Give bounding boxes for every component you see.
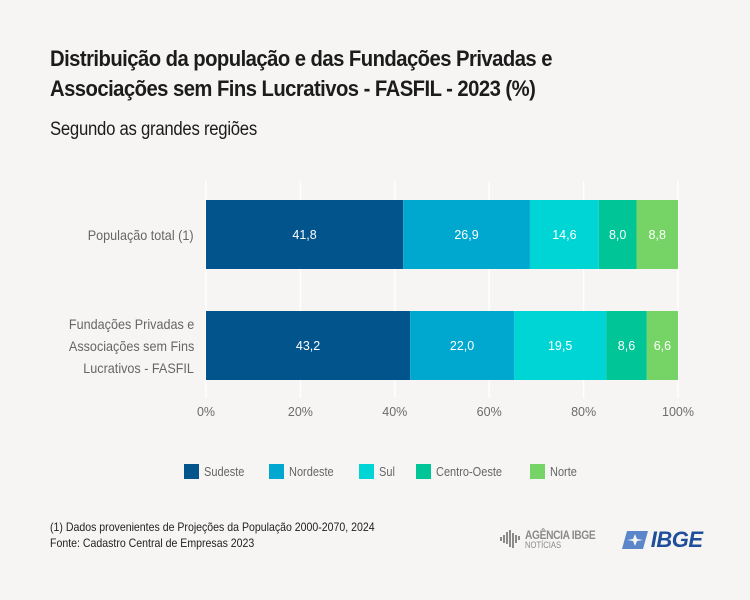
chart-subtitle: Segundo as grandes regiões [50, 119, 257, 140]
bar-segment-nordeste [403, 200, 530, 269]
logos: AGÊNCIA IBGE NOTÍCIAS IBGE [500, 527, 703, 553]
chart-title-line-1: Distribuição da população e das Fundaçõe… [50, 46, 553, 71]
bars [206, 200, 678, 380]
legend-swatch [358, 464, 374, 479]
legend-swatch [268, 464, 284, 479]
agencia-ibge-text: AGÊNCIA IBGE [525, 528, 596, 542]
chart-title-line-2: Associações sem Fins Lucrativos - FASFIL… [50, 76, 536, 101]
bar-segment-norte [646, 311, 678, 380]
x-tick-label: 0% [197, 405, 215, 419]
bar-segment-sul [529, 200, 599, 269]
ibge-logo: IBGE [621, 527, 703, 553]
agencia-noticias-text: NOTÍCIAS [525, 540, 562, 550]
legend-swatch [415, 464, 431, 479]
x-tick-label: 100% [662, 405, 694, 419]
legend-item-norte: Norte [529, 464, 581, 479]
ibge-emblem-icon [621, 531, 648, 549]
bar-value-label: 6,6 [654, 339, 671, 353]
bar-segment-sudeste [206, 311, 411, 380]
bar-segment-sul [514, 311, 607, 380]
category-label: Associações sem Fins [68, 337, 194, 354]
legend: Sudeste Nordeste Sul Centro-Oeste Norte [184, 464, 599, 479]
footnote-note: (1) Dados provenientes de Projeções da P… [50, 520, 375, 534]
x-axis-ticks: 0% 20% 40% 60% 80% 100% [197, 405, 694, 419]
footnote-source: Fonte: Cadastro Central de Empresas 2023 [50, 536, 255, 550]
footnote: (1) Dados provenientes de Projeções da P… [50, 519, 375, 551]
bar-segment-norte [636, 200, 678, 269]
bar-value-label: 43,2 [296, 339, 320, 353]
bar-value-label: 19,5 [548, 339, 572, 353]
bar-value-label: 26,9 [454, 228, 478, 242]
agencia-ibge-map-icon [500, 530, 520, 548]
bar-value-label: 8,6 [618, 339, 635, 353]
legend-item-sudeste: Sudeste [184, 464, 250, 479]
bar-segment-sudeste [206, 200, 404, 269]
category-label: População total (1) [88, 226, 194, 243]
bar-value-label: 8,8 [649, 228, 666, 242]
bar-segment-centro-oeste [606, 311, 647, 380]
legend-label: Sul [378, 464, 395, 479]
agencia-ibge-logo: AGÊNCIA IBGE NOTÍCIAS [500, 528, 608, 550]
ibge-logo-text: IBGE [650, 527, 703, 552]
legend-swatch [529, 464, 545, 479]
bar-value-label: 14,6 [552, 228, 576, 242]
bar-segment-nordeste [410, 311, 515, 380]
x-tick-label: 40% [382, 405, 407, 419]
bar-segment-centro-oeste [598, 200, 637, 269]
bar-value-label: 22,0 [450, 339, 474, 353]
bar-value-label: 8,0 [609, 228, 626, 242]
legend-label: Nordeste [288, 464, 334, 479]
legend-label: Norte [549, 464, 577, 479]
legend-item-nordeste: Nordeste [268, 464, 340, 479]
category-label: Fundações Privadas e [68, 315, 194, 332]
legend-label: Centro-Oeste [435, 464, 502, 479]
legend-item-sul: Sul [358, 464, 397, 479]
legend-item-centro-oeste: Centro-Oeste [415, 464, 511, 479]
x-tick-label: 20% [288, 405, 313, 419]
chart-title: Distribuição da população e das Fundaçõe… [50, 44, 662, 104]
x-tick-label: 60% [477, 405, 502, 419]
legend-swatch [184, 464, 199, 479]
bar-value-labels: 41,8 26,9 14,6 8,0 8,8 43,2 22,0 19,5 8,6 6,6 [292, 228, 671, 353]
x-tick-label: 80% [571, 405, 596, 419]
bar-value-label: 41,8 [292, 228, 316, 242]
legend-label: Sudeste [204, 464, 245, 479]
category-label: Lucrativos - FASFIL [83, 359, 194, 376]
